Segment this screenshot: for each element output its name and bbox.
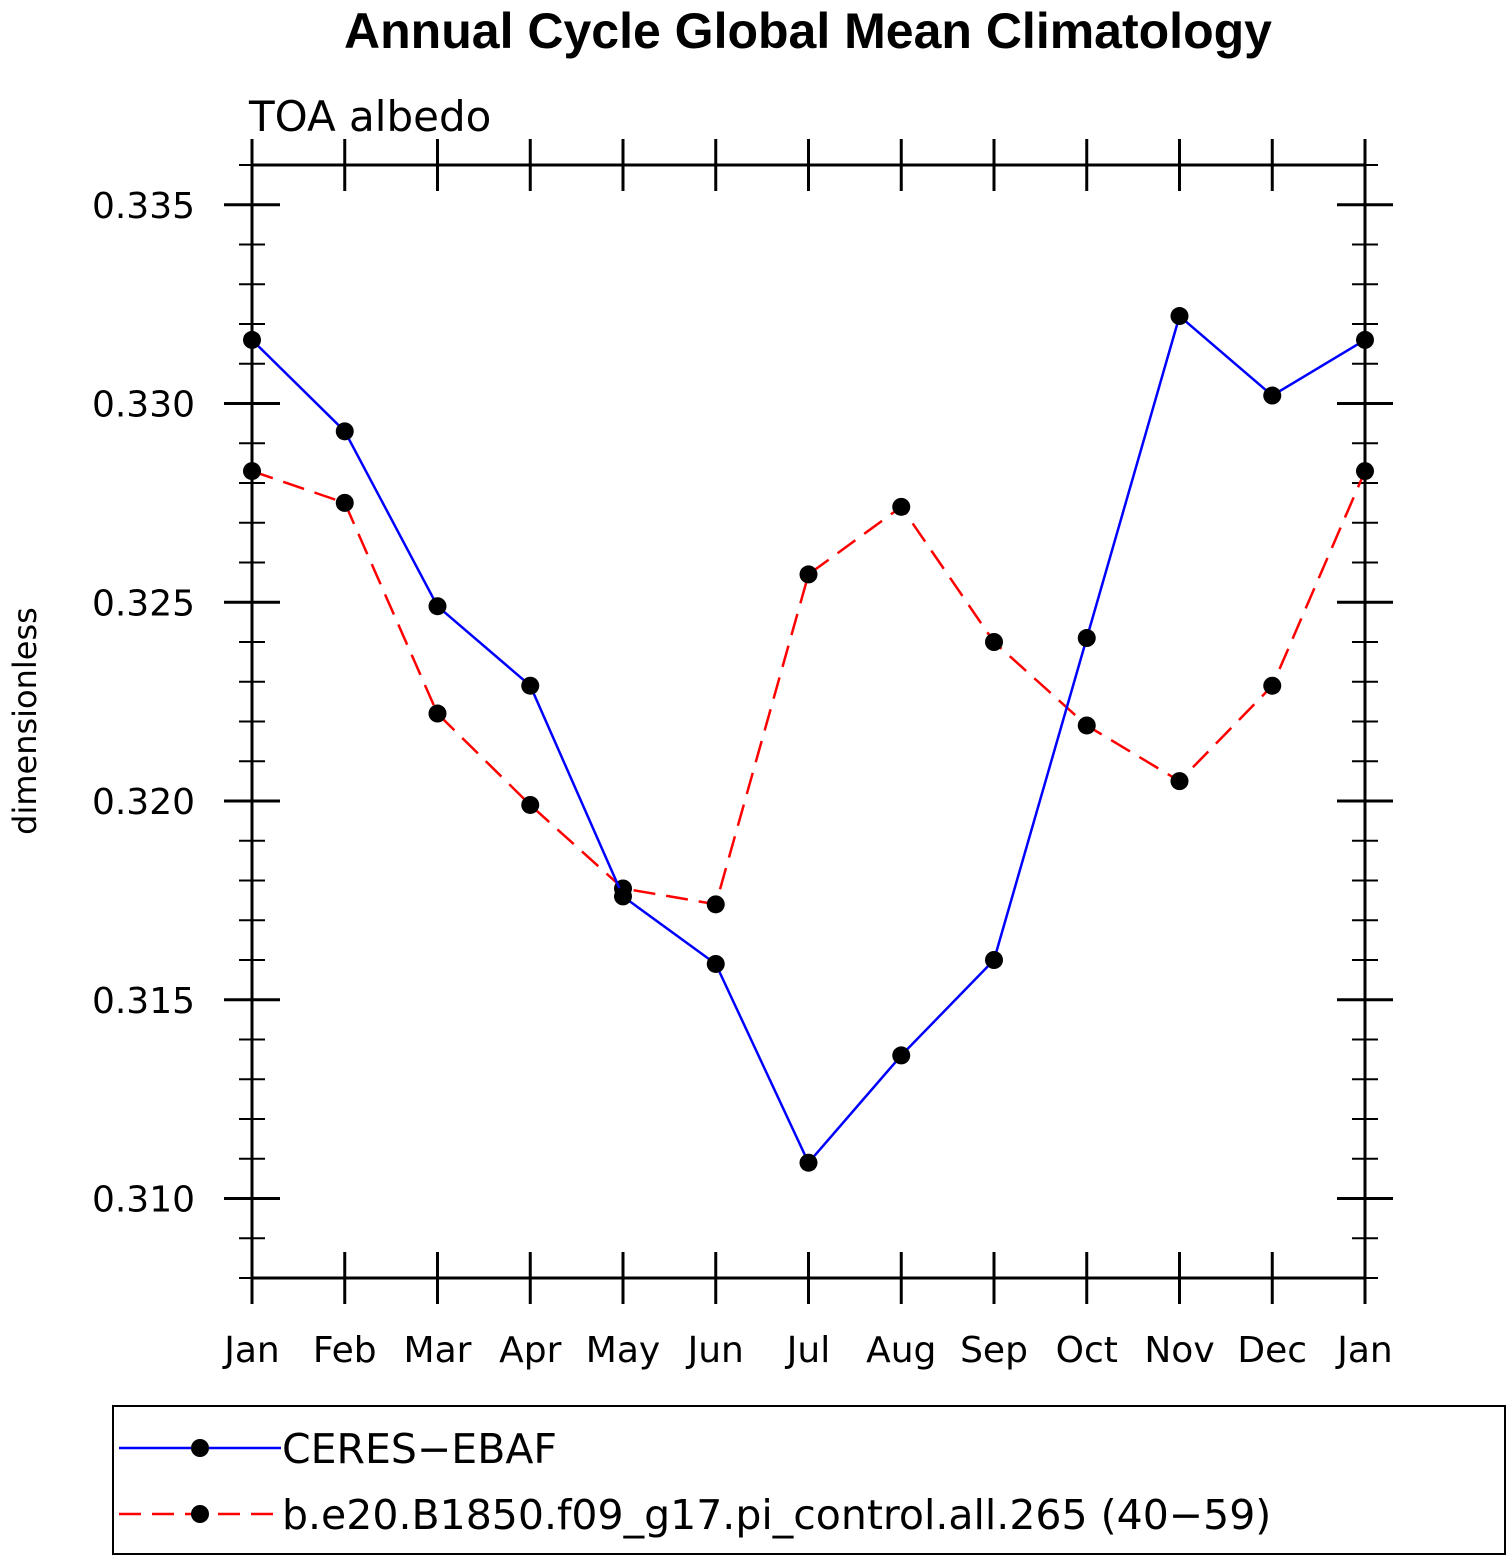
data-point <box>1077 716 1096 735</box>
x-tick-label: Sep <box>960 1330 1028 1371</box>
y-tick-label: 0.335 <box>92 186 195 227</box>
data-point <box>799 565 818 584</box>
x-tick-label: May <box>586 1330 660 1371</box>
data-point <box>1170 307 1189 326</box>
data-point <box>985 951 1003 969</box>
data-point <box>614 887 632 906</box>
y-tick-label: 0.315 <box>92 981 195 1022</box>
data-point <box>1263 676 1282 695</box>
data-point <box>799 1153 818 1172</box>
plot-frame <box>250 163 1367 1280</box>
data-point <box>706 954 725 973</box>
y-tick-label: 0.330 <box>92 385 195 426</box>
data-point <box>335 422 354 441</box>
x-tick-label: Dec <box>1237 1330 1307 1371</box>
x-tick-labels: Jan Feb Mar Apr May Jun Jul Aug Sep Oct Nov Dec Jan <box>222 1330 1393 1371</box>
data-point <box>428 704 447 723</box>
x-tick-label: Jul <box>785 1330 830 1371</box>
x-tick-label: Nov <box>1144 1330 1214 1371</box>
series-1 <box>243 462 1374 914</box>
series-layer <box>243 307 1374 1172</box>
data-point <box>892 1046 911 1065</box>
x-tick-label: Jan <box>222 1330 280 1371</box>
y-tick-label: 0.325 <box>92 583 195 624</box>
data-point <box>1170 772 1189 791</box>
x-tick-label: Oct <box>1056 1330 1118 1371</box>
y-tick-labels: 0.310 0.315 0.320 0.325 0.330 0.335 <box>92 186 195 1221</box>
data-point <box>335 493 354 512</box>
data-point <box>892 497 911 516</box>
series-line <box>251 469 1367 906</box>
data-point <box>706 895 725 914</box>
axis-ticks <box>224 139 1393 1304</box>
legend: CERES−EBAF b.e20.B1850.f09_g17.pi_contro… <box>112 1405 1506 1555</box>
legend-label-model: b.e20.B1850.f09_g17.pi_control.all.265 (… <box>282 1491 1271 1539</box>
x-tick-label: Aug <box>866 1330 936 1371</box>
y-tick-label: 0.320 <box>92 782 195 823</box>
x-tick-label: Jun <box>686 1330 744 1371</box>
data-point <box>521 795 540 814</box>
y-axis-label: dimensionless <box>6 607 44 835</box>
data-point <box>428 597 447 616</box>
x-tick-label: Apr <box>499 1330 561 1371</box>
chart-subtitle: TOA albedo <box>248 92 491 141</box>
legend-label-ceres-ebaf: CERES−EBAF <box>282 1425 557 1473</box>
legend-box <box>112 1405 1506 1555</box>
x-tick-label: Feb <box>313 1330 377 1371</box>
x-tick-label: Jan <box>1335 1330 1393 1371</box>
data-point <box>521 676 540 695</box>
legend-marker-ceres-ebaf <box>191 1439 209 1457</box>
data-point <box>985 633 1003 651</box>
series-line <box>251 314 1366 1164</box>
x-tick-label: Mar <box>404 1330 472 1371</box>
series-0 <box>243 307 1374 1172</box>
chart-title: Annual Cycle Global Mean Climatology <box>344 3 1272 59</box>
data-point <box>1263 386 1282 405</box>
y-tick-label: 0.310 <box>92 1180 195 1221</box>
data-point <box>1077 629 1096 648</box>
legend-marker-model <box>191 1505 209 1523</box>
